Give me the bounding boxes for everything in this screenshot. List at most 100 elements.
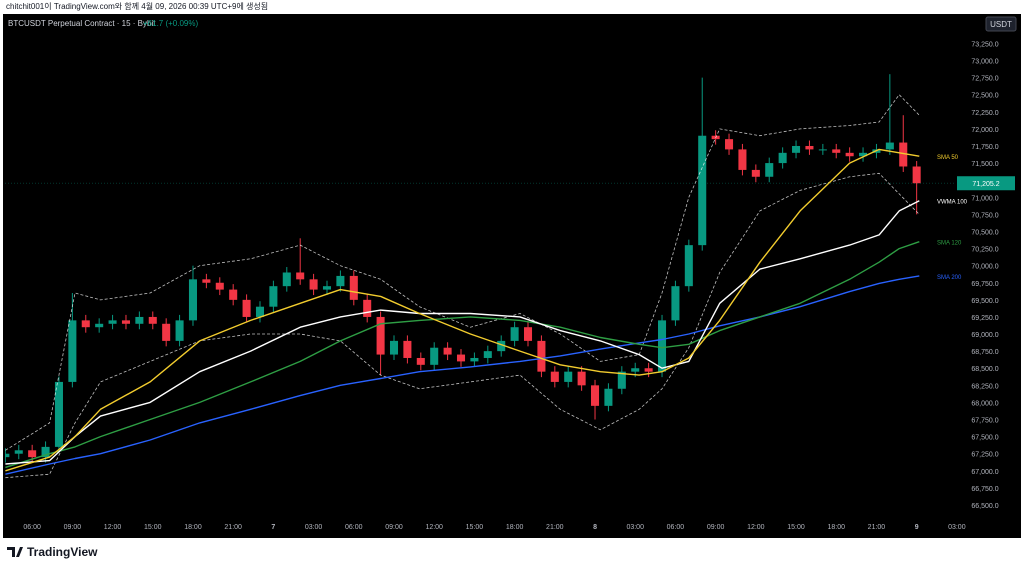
candle-body — [510, 327, 519, 341]
candle-body — [523, 327, 533, 341]
candle-body — [899, 142, 908, 167]
x-tick-label: 12:00 — [747, 524, 765, 531]
line-label: SMA 50 — [937, 155, 959, 161]
y-tick-label: 68,250.0 — [971, 383, 998, 390]
y-tick-label: 71,500.0 — [971, 161, 998, 168]
price-change: +61.7 (+0.09%) — [143, 19, 198, 28]
line-label: SMA 120 — [937, 241, 962, 247]
x-tick-label: 18:00 — [506, 524, 524, 531]
candle-body — [41, 446, 50, 458]
candle-body — [658, 320, 667, 372]
y-tick-label: 70,000.0 — [971, 264, 998, 271]
x-tick-label: 06:00 — [23, 524, 41, 531]
candle-body — [564, 371, 573, 382]
candle-body — [644, 368, 653, 372]
candle-body — [684, 245, 693, 287]
header: chitchit001이 TradingView.com와 함께 4월 09, … — [6, 1, 268, 11]
x-tick-label: 12:00 — [104, 524, 122, 531]
candle-body — [95, 323, 104, 328]
y-tick-label: 70,750.0 — [971, 212, 998, 219]
candle-body — [604, 388, 613, 406]
y-tick-label: 69,750.0 — [971, 281, 998, 288]
x-tick-label: 18:00 — [184, 524, 202, 531]
candle-body — [188, 279, 197, 321]
line-label: SMA 200 — [937, 275, 962, 281]
x-tick-label: 03:00 — [305, 524, 323, 531]
chart-background — [3, 14, 1021, 538]
candle-body — [765, 163, 774, 177]
x-tick-label: 09:00 — [707, 524, 725, 531]
y-tick-label: 69,250.0 — [971, 315, 998, 322]
candle-body — [738, 149, 747, 170]
indicator-line — [5, 241, 920, 469]
candle-body — [671, 286, 680, 321]
plot-area — [5, 74, 921, 479]
y-tick-label: 70,500.0 — [971, 229, 998, 236]
chart-title: BTCUSDT Perpetual Contract · 15 · Bybit — [8, 19, 156, 28]
candle-body — [148, 316, 157, 324]
candle-body — [537, 340, 546, 372]
x-tick-label: 06:00 — [667, 524, 685, 531]
candle-body — [135, 316, 144, 324]
candle-body — [550, 371, 559, 382]
candle-body — [403, 340, 412, 358]
y-tick-label: 72,000.0 — [971, 127, 998, 134]
y-tick-label: 68,750.0 — [971, 349, 998, 356]
candle-body — [14, 450, 23, 454]
y-tick-label: 71,000.0 — [971, 195, 998, 202]
y-tick-label: 67,000.0 — [971, 469, 998, 476]
band-line — [5, 172, 920, 479]
y-tick-label: 72,500.0 — [971, 93, 998, 100]
candle-body — [832, 149, 841, 153]
candle-body — [242, 299, 251, 317]
y-tick-label: 68,000.0 — [971, 400, 998, 407]
candle-body — [698, 135, 707, 246]
last-price-label: 71,205.2 — [972, 181, 999, 188]
candle-body — [68, 320, 77, 382]
y-tick-label: 67,750.0 — [971, 418, 998, 425]
y-tick-label: 73,000.0 — [971, 59, 998, 66]
y-tick-label: 70,250.0 — [971, 247, 998, 254]
candle-body — [792, 145, 801, 153]
x-tick-label: 21:00 — [224, 524, 242, 531]
brand: TradingView — [27, 545, 98, 559]
indicator-line — [5, 148, 920, 472]
candle-body — [389, 340, 399, 355]
candle-body — [430, 347, 439, 365]
y-tick-label: 69,000.0 — [971, 332, 998, 339]
y-tick-label: 72,250.0 — [971, 110, 998, 117]
x-tick-label: 06:00 — [345, 524, 363, 531]
x-tick-label: 21:00 — [868, 524, 886, 531]
candle-body — [483, 351, 492, 358]
indicator-line — [5, 275, 920, 475]
candle-body — [255, 306, 265, 317]
candle-body — [443, 347, 452, 355]
y-tick-label: 66,750.0 — [971, 486, 998, 493]
candle-body — [296, 272, 305, 280]
candle-body — [456, 354, 466, 362]
candle-body — [162, 323, 171, 341]
candle-body — [175, 320, 184, 341]
candle-body — [322, 286, 332, 290]
candle-body — [818, 149, 827, 151]
x-tick-label: 09:00 — [64, 524, 82, 531]
candle-body — [54, 381, 63, 447]
candle-body — [376, 316, 385, 355]
candle-body — [28, 450, 37, 458]
candle-body — [363, 299, 372, 317]
x-tick-label: 03:00 — [626, 524, 644, 531]
candle-body — [202, 279, 211, 283]
y-tick-label: 67,250.0 — [971, 452, 998, 459]
x-tick-label: 18:00 — [827, 524, 845, 531]
candle-body — [845, 152, 854, 157]
candle-body — [81, 320, 90, 328]
x-tick-label: 15:00 — [144, 524, 162, 531]
candle-body — [416, 357, 425, 365]
currency: USDT — [990, 20, 1012, 29]
candle-body — [617, 371, 626, 389]
candle-body — [108, 320, 117, 324]
candle-body — [215, 282, 224, 290]
x-tick-label: 09:00 — [385, 524, 403, 531]
indicator-line — [5, 200, 920, 465]
